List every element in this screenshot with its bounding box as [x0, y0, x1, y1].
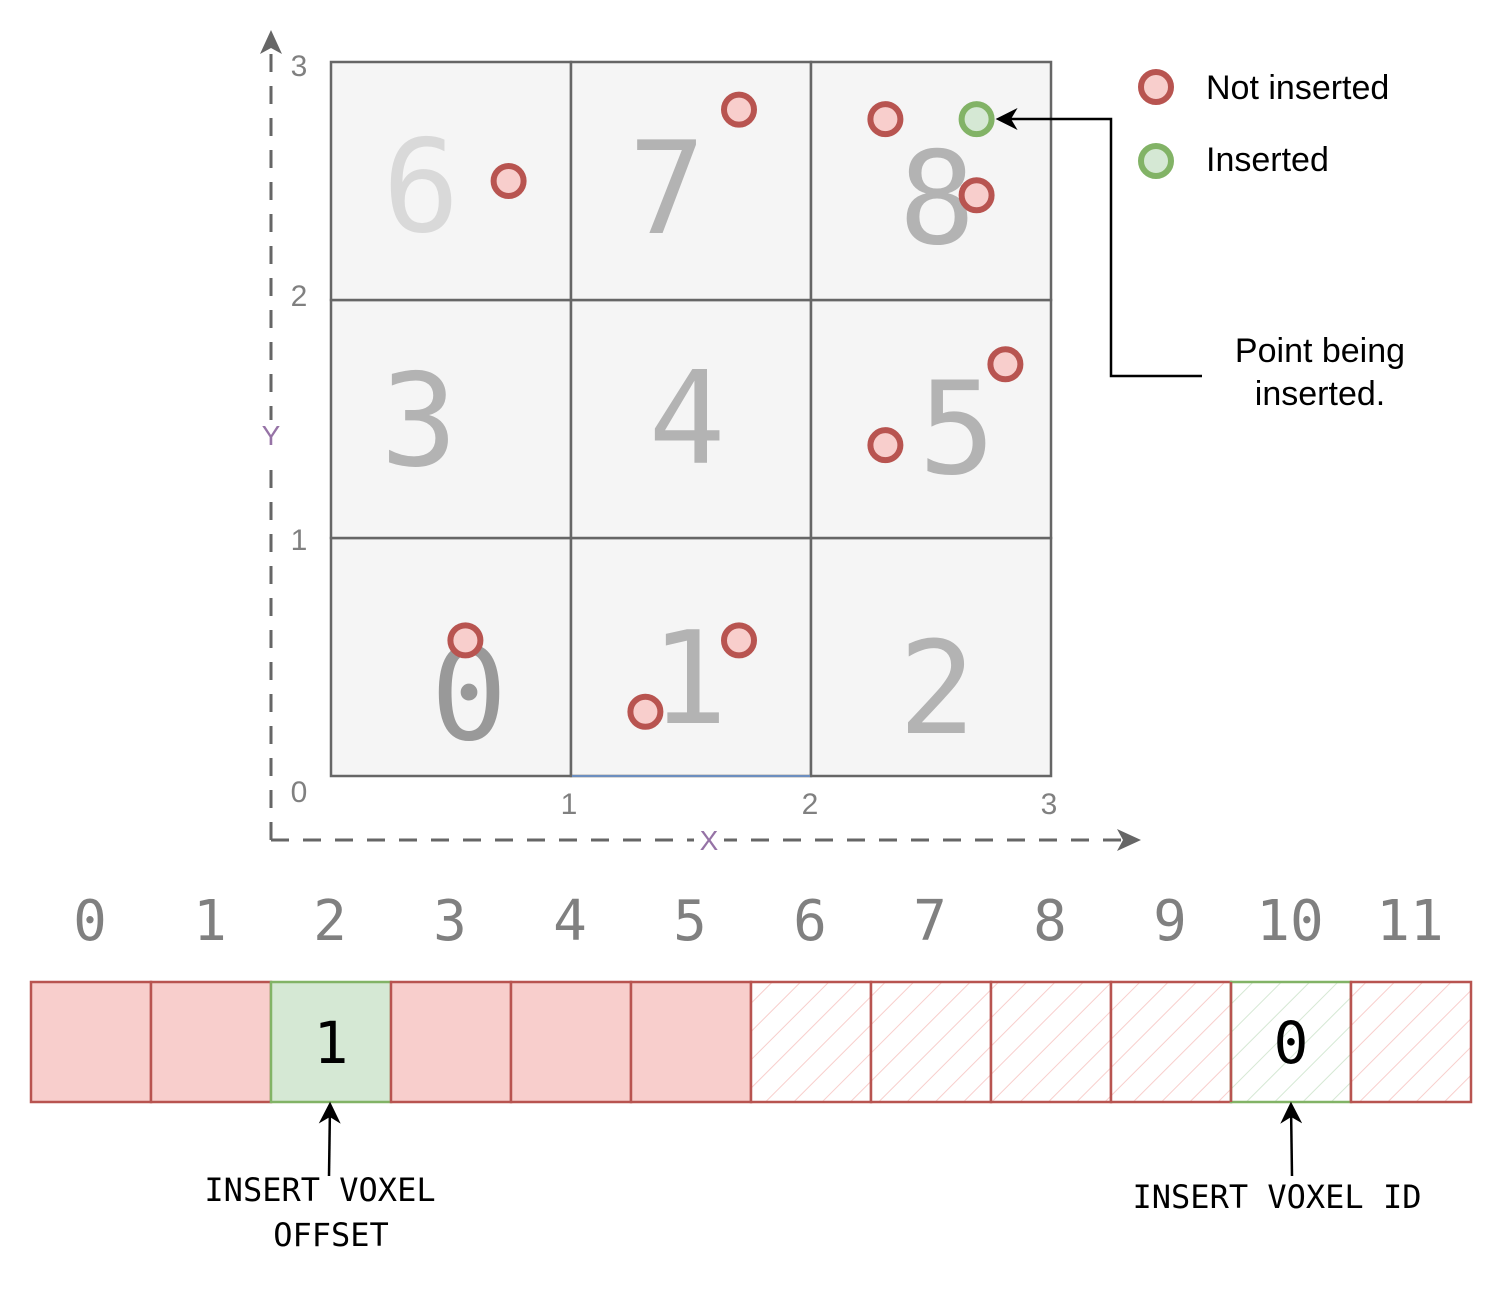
- array-slot-5: [629, 980, 753, 1104]
- voxel-cell-6: [329, 60, 573, 302]
- array-slot-7: [869, 980, 993, 1104]
- array-index-label: 2: [313, 889, 347, 954]
- not-inserted-point: [987, 346, 1024, 383]
- array-index-label: 8: [1033, 889, 1067, 954]
- voxel-cell-0: [329, 536, 573, 778]
- voxel-cell-number: 1: [650, 605, 727, 754]
- array-index-label: 1: [193, 889, 227, 954]
- x-tick-label: 2: [802, 788, 819, 821]
- array-slot-2: [269, 980, 393, 1104]
- y-axis-label: Y: [262, 420, 281, 451]
- y-tick-label: 2: [291, 280, 308, 313]
- voxel-cell-number: 3: [380, 347, 457, 496]
- voxel-grid: 0 1 23 4 56 7 8: [329, 60, 1053, 778]
- legend-not-inserted-label: Not inserted: [1206, 69, 1389, 107]
- offset-label-line2: OFFSET: [273, 1216, 389, 1254]
- legend-inserted-label: Inserted: [1206, 141, 1329, 179]
- not-inserted-point: [627, 693, 664, 730]
- inserted-point: [958, 101, 995, 138]
- array-slot-value: 1: [314, 1009, 349, 1077]
- array-index-label: 5: [673, 889, 707, 954]
- y-tick-label: 0: [291, 776, 308, 809]
- array-slot-0: [29, 980, 153, 1104]
- array-index-label: 6: [793, 889, 827, 954]
- insert-voxel-offset-annotation: INSERT VOXEL OFFSET: [204, 1101, 436, 1254]
- annotation-connector: [995, 108, 1202, 378]
- x-axis-arrowhead: [1117, 829, 1141, 851]
- voxel-cell-number: 6: [382, 113, 459, 262]
- voxel-cell-2: [809, 536, 1053, 778]
- not-inserted-point: [958, 177, 995, 214]
- array-slot-4: [509, 980, 633, 1104]
- voxel-cell-7: [569, 60, 813, 302]
- array-slot-9: [1109, 980, 1233, 1104]
- legend-inserted-marker: [1138, 143, 1174, 179]
- voxel-cell-8: [809, 60, 1053, 302]
- array-slot-value: 0: [1274, 1009, 1309, 1077]
- array-slot-3: [389, 980, 513, 1104]
- point-being-inserted-annotation: Point being inserted.: [995, 108, 1405, 413]
- array-index-label: 9: [1153, 889, 1187, 954]
- voxel-cell-4: [569, 298, 813, 540]
- array-slot-10: [1229, 980, 1353, 1104]
- not-inserted-point: [447, 622, 484, 659]
- array-slot-6: [749, 980, 873, 1104]
- x-tick-label: 3: [1041, 788, 1058, 821]
- array-index-label: 0: [73, 889, 107, 954]
- array-index-label: 4: [553, 889, 587, 954]
- array-indices: 0 1 2 3 4 5 6 7 8 9 10 11: [73, 889, 1444, 954]
- voxel-cell-number: 7: [628, 115, 705, 264]
- not-inserted-point: [721, 91, 757, 128]
- annotation-text-line1: Point being: [1235, 332, 1405, 370]
- array-slot-1: [149, 980, 273, 1104]
- not-inserted-point: [490, 163, 527, 199]
- legend: Not inserted Inserted: [1138, 69, 1389, 179]
- array-slot-11: [1349, 980, 1473, 1104]
- not-inserted-point: [867, 101, 904, 138]
- voxel-id-arrow: [1280, 1101, 1303, 1177]
- voxel-cell-3: [329, 298, 573, 540]
- array-index-label: 3: [433, 889, 467, 954]
- x-axis-label: X: [700, 825, 719, 856]
- voxel-cell-5: [809, 298, 1053, 540]
- offset-arrow: [318, 1101, 341, 1177]
- array-index-label: 11: [1376, 889, 1443, 954]
- array-index-label: 7: [913, 889, 947, 954]
- points-layer: [447, 91, 1024, 730]
- axes: Y X: [256, 30, 1141, 856]
- offset-label-line1: INSERT VOXEL: [204, 1171, 435, 1209]
- axis-ticks: 1 2 3 0 1 2 3: [291, 50, 1058, 821]
- annotation-text-line2: inserted.: [1255, 375, 1385, 413]
- voxel-cell-number: 4: [648, 345, 725, 494]
- not-inserted-point: [867, 427, 904, 464]
- array-slot-8: [989, 980, 1113, 1104]
- voxel-id-label: INSERT VOXEL ID: [1133, 1178, 1422, 1216]
- x-tick-label: 1: [561, 788, 578, 821]
- y-axis-arrowhead: [260, 30, 282, 54]
- voxel-cell-number: 2: [898, 615, 975, 764]
- array-index-label: 10: [1256, 889, 1323, 954]
- y-tick-label: 3: [291, 50, 308, 83]
- voxel-cell-number: 5: [918, 355, 995, 504]
- insert-voxel-id-annotation: INSERT VOXEL ID: [1133, 1101, 1422, 1216]
- legend-not-inserted-marker: [1138, 69, 1174, 105]
- y-tick-label: 1: [291, 524, 308, 557]
- not-inserted-point: [721, 622, 757, 659]
